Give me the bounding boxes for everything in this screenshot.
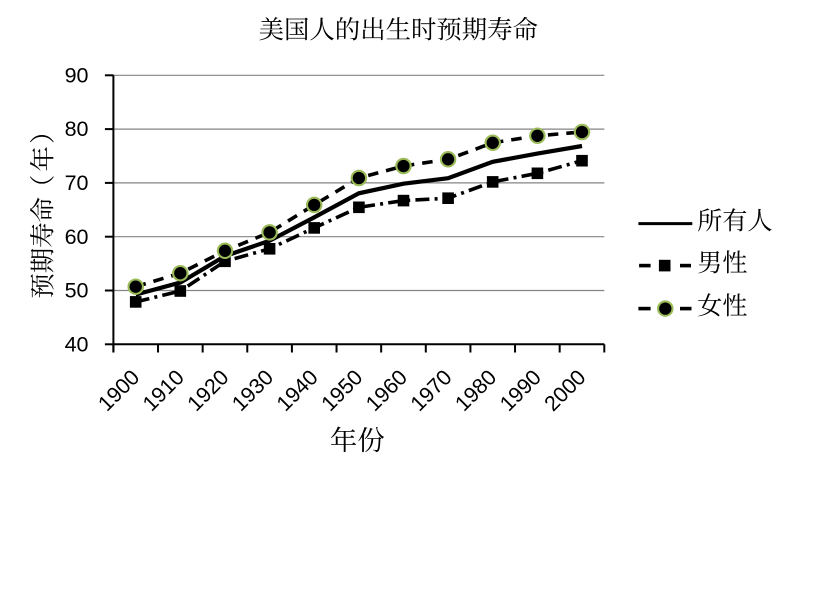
svg-text:50: 50 [65,279,89,303]
svg-text:40: 40 [65,332,89,356]
svg-text:70: 70 [65,171,89,195]
svg-text:80: 80 [65,117,89,141]
svg-text:60: 60 [65,225,89,249]
svg-text:90: 90 [65,63,89,87]
